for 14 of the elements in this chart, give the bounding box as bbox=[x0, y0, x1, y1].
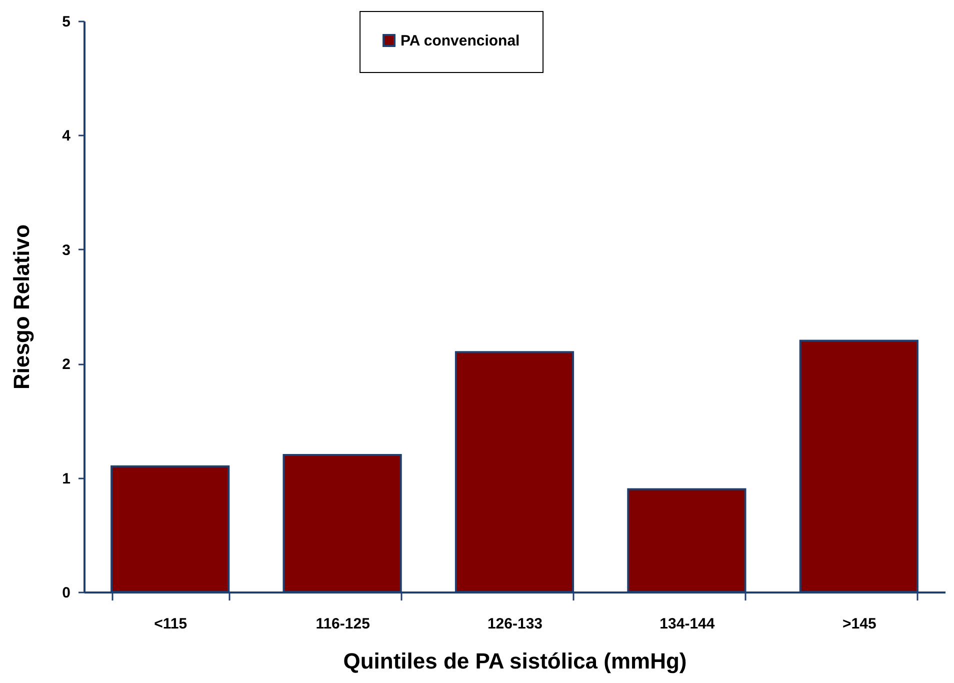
legend-label: PA convencional bbox=[400, 32, 520, 50]
x-tick-label: 134-144 bbox=[660, 616, 716, 632]
y-tick-label: 2 bbox=[62, 356, 70, 374]
y-tick-label: 1 bbox=[62, 470, 70, 488]
x-tick-label: 116-125 bbox=[316, 616, 370, 632]
x-tick-label: >145 bbox=[842, 616, 876, 632]
y-tick-label: 3 bbox=[62, 242, 70, 259]
x-tick-label: <115 bbox=[154, 616, 188, 632]
y-tick-label: 5 bbox=[62, 14, 70, 30]
y-axis-title: Riesgo Relativo bbox=[9, 224, 34, 390]
y-tick-label: 0 bbox=[62, 584, 70, 602]
x-tick-label: 126-133 bbox=[487, 616, 543, 632]
x-axis-title: Quintiles de PA sistólica (mmHg) bbox=[343, 648, 687, 674]
y-tick-label: 4 bbox=[62, 128, 72, 145]
